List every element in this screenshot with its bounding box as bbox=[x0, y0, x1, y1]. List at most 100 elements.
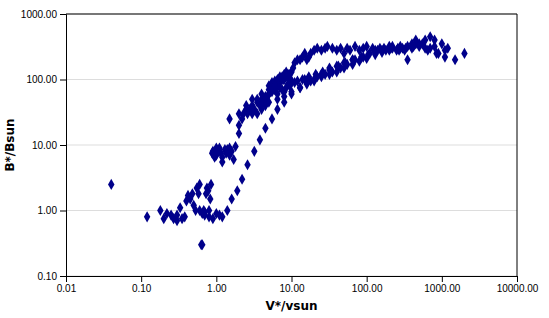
point bbox=[224, 205, 230, 216]
point bbox=[196, 179, 202, 190]
tick-label: 1.00 bbox=[38, 205, 58, 216]
point bbox=[269, 113, 275, 124]
point bbox=[349, 54, 355, 65]
axis-line bbox=[67, 277, 518, 283]
point bbox=[207, 193, 213, 204]
tick-mark bbox=[216, 276, 217, 282]
point bbox=[288, 88, 294, 99]
point bbox=[236, 108, 242, 119]
y-axis: 0.10 1.00 10.00 100.00 1000.00 bbox=[21, 9, 67, 282]
point bbox=[297, 82, 303, 93]
tick-label: 10.00 bbox=[279, 283, 304, 294]
x-axis-title: V*/vsun bbox=[266, 299, 318, 313]
tick-label: 0.01 bbox=[57, 283, 77, 294]
point bbox=[334, 61, 340, 72]
point bbox=[442, 51, 448, 62]
grid bbox=[66, 14, 517, 276]
grid-line bbox=[66, 210, 517, 211]
point bbox=[395, 43, 401, 54]
point bbox=[329, 43, 335, 54]
point bbox=[239, 174, 245, 185]
point bbox=[257, 134, 263, 145]
points bbox=[108, 31, 468, 250]
point bbox=[232, 141, 238, 152]
tick-mark bbox=[60, 276, 66, 277]
point bbox=[379, 47, 385, 58]
axis-line bbox=[60, 15, 67, 277]
point bbox=[401, 45, 407, 56]
point bbox=[182, 211, 188, 222]
point bbox=[269, 86, 275, 97]
tick: 10000.00 bbox=[497, 276, 539, 294]
point bbox=[416, 41, 422, 52]
point bbox=[243, 100, 249, 111]
point bbox=[258, 100, 264, 111]
frame bbox=[517, 14, 518, 276]
tick-label: 10.00 bbox=[32, 140, 57, 151]
point bbox=[199, 239, 205, 250]
tick-label: 10000.00 bbox=[497, 283, 539, 294]
point bbox=[234, 185, 240, 196]
tick-mark bbox=[141, 276, 142, 282]
point bbox=[251, 146, 257, 157]
tick-label: 100.00 bbox=[352, 283, 383, 294]
point bbox=[425, 45, 431, 56]
tick-mark bbox=[60, 14, 66, 15]
point bbox=[228, 193, 234, 204]
point bbox=[386, 45, 392, 56]
tick-mark bbox=[60, 145, 66, 146]
point bbox=[461, 48, 467, 59]
grid-line bbox=[66, 145, 517, 146]
point bbox=[409, 43, 415, 54]
point bbox=[157, 205, 163, 216]
tick-label: 0.10 bbox=[132, 283, 152, 294]
y-axis-title: B*/Bsun bbox=[3, 118, 17, 171]
point bbox=[274, 94, 280, 105]
point bbox=[404, 54, 410, 65]
grid-line bbox=[66, 14, 517, 15]
tick: 10.00 bbox=[279, 276, 304, 294]
tick-label: 1000.00 bbox=[424, 283, 461, 294]
tick: 1000.00 bbox=[424, 276, 461, 294]
tick-label: 0.10 bbox=[38, 271, 58, 282]
tick-mark bbox=[60, 80, 66, 81]
point bbox=[274, 104, 280, 115]
tick-label: 1.00 bbox=[207, 283, 227, 294]
tick-label: 100.00 bbox=[26, 74, 57, 85]
point bbox=[356, 56, 362, 67]
tick: 1.00 bbox=[38, 205, 66, 216]
point bbox=[372, 49, 378, 60]
x-axis: 0.01 0.10 1.00 10.00 100.00 1000.00 10000.00 bbox=[57, 276, 539, 294]
point bbox=[266, 97, 272, 108]
point bbox=[326, 64, 332, 75]
point bbox=[244, 159, 250, 170]
point bbox=[452, 54, 458, 65]
point bbox=[219, 211, 225, 222]
tick-mark bbox=[442, 276, 443, 282]
tick-mark bbox=[60, 211, 66, 212]
point bbox=[177, 202, 183, 213]
point bbox=[226, 113, 232, 124]
point bbox=[189, 188, 195, 199]
point bbox=[208, 179, 214, 190]
tick: 1000.00 bbox=[21, 9, 66, 20]
point bbox=[363, 53, 369, 64]
tick-mark bbox=[367, 276, 368, 282]
point bbox=[195, 188, 201, 199]
point bbox=[341, 57, 347, 68]
point bbox=[291, 77, 297, 88]
plot: 0.010.101.0010.00100.001000.0010000.000.… bbox=[21, 9, 539, 294]
tick: 0.10 bbox=[132, 276, 152, 294]
tick: 100.00 bbox=[352, 276, 383, 294]
tick-mark bbox=[517, 276, 518, 282]
tick: 100.00 bbox=[26, 74, 66, 85]
point bbox=[254, 94, 260, 105]
point bbox=[297, 82, 303, 93]
point bbox=[262, 123, 268, 134]
point bbox=[318, 69, 324, 80]
frame bbox=[66, 14, 517, 15]
chart: 0.010.101.0010.00100.001000.0010000.000.… bbox=[0, 0, 549, 318]
point bbox=[281, 97, 287, 108]
point bbox=[433, 48, 439, 59]
point bbox=[249, 104, 255, 115]
